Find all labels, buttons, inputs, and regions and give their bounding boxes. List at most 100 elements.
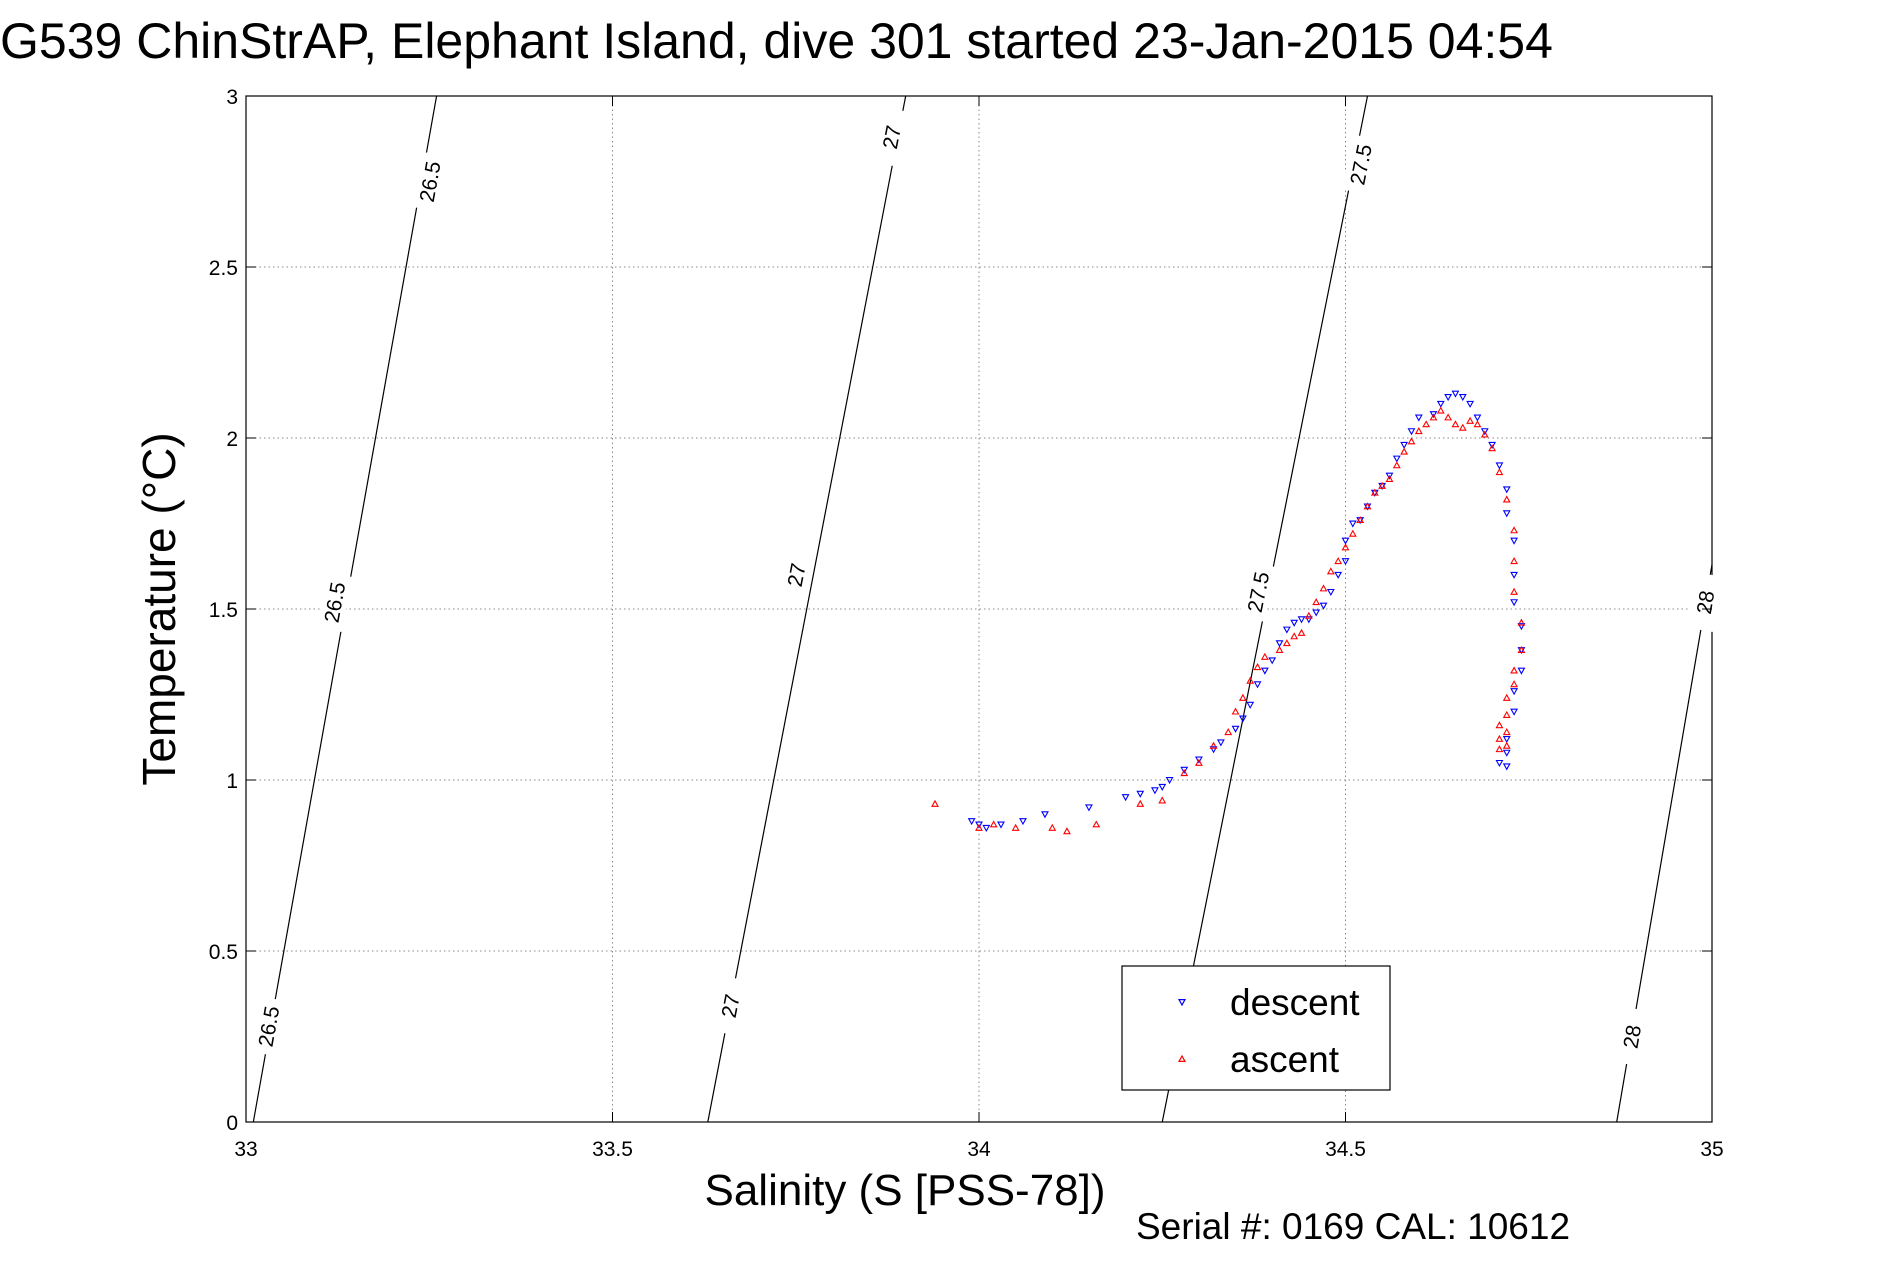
descent-point bbox=[1121, 794, 1130, 802]
legend: descent ascent bbox=[1121, 965, 1391, 1091]
isopycnal-label-bg bbox=[250, 996, 286, 1057]
ascent-point bbox=[1495, 468, 1504, 476]
ascent-point bbox=[1473, 420, 1482, 428]
descent-point bbox=[1136, 790, 1145, 798]
ascent-point bbox=[1502, 693, 1511, 701]
descent-point bbox=[1348, 520, 1357, 528]
descent-point bbox=[1488, 441, 1497, 449]
ascent-point bbox=[1414, 427, 1423, 435]
ascent-point bbox=[1510, 680, 1519, 688]
ascent-point bbox=[1341, 543, 1350, 551]
descent-point bbox=[1019, 818, 1027, 826]
descent-point bbox=[1510, 599, 1519, 607]
isopycnal-label-bg bbox=[1239, 561, 1276, 622]
isopycnal-label: 27 bbox=[718, 992, 745, 1019]
descent-point bbox=[1502, 510, 1511, 518]
ascent-point bbox=[1304, 611, 1313, 619]
ascent-point bbox=[1231, 707, 1240, 715]
x-tick-label: 34 bbox=[967, 1138, 991, 1161]
legend-box bbox=[1121, 965, 1391, 1091]
isopycnal-label: 27 bbox=[784, 561, 811, 588]
ascent-point bbox=[1510, 666, 1519, 674]
ascent-point bbox=[1495, 734, 1504, 742]
ascent-point bbox=[1224, 727, 1233, 736]
descent-point bbox=[1517, 623, 1526, 631]
x-tick-label: 33 bbox=[234, 1138, 257, 1161]
y-tick-label: 0 bbox=[226, 1112, 238, 1135]
ascent-point bbox=[1392, 461, 1401, 469]
descent-point bbox=[1246, 701, 1255, 709]
ascent-point bbox=[1334, 556, 1343, 565]
ascent-point bbox=[1290, 632, 1299, 640]
ascent-point bbox=[1385, 474, 1394, 482]
descent-point bbox=[1495, 759, 1504, 768]
y-tick-label: 2.5 bbox=[209, 257, 238, 280]
descent-point bbox=[1502, 486, 1511, 494]
ascent-point bbox=[1502, 710, 1511, 718]
descent-point bbox=[1209, 746, 1218, 754]
descent-point bbox=[1385, 472, 1394, 480]
descent-point bbox=[1290, 619, 1299, 627]
descent-point bbox=[997, 821, 1005, 829]
descent-point bbox=[1194, 756, 1203, 764]
descent-point bbox=[1297, 616, 1306, 624]
descent-point bbox=[1510, 708, 1519, 716]
ascent-point bbox=[1466, 416, 1475, 424]
descent-point bbox=[1158, 783, 1167, 791]
descent-point bbox=[1231, 725, 1240, 733]
ascent-point bbox=[1451, 420, 1460, 428]
descent-point bbox=[1407, 428, 1416, 436]
ascent-point bbox=[1422, 420, 1431, 428]
ascent-point bbox=[1502, 741, 1511, 749]
ascent-point bbox=[1510, 526, 1519, 534]
descent-point bbox=[1260, 667, 1269, 675]
descent-point bbox=[1502, 736, 1511, 744]
ascent-point bbox=[1011, 823, 1020, 831]
x-axis-label: Salinity (S [PSS-78]) bbox=[704, 1166, 1105, 1215]
ascent-point bbox=[1488, 444, 1497, 452]
descent-point bbox=[1312, 609, 1321, 617]
descent-point bbox=[1341, 537, 1350, 545]
descent-point bbox=[1334, 571, 1343, 579]
isopycnal-label: 28 bbox=[1620, 1023, 1647, 1050]
ascent-point bbox=[1063, 827, 1071, 835]
descent-point bbox=[1429, 411, 1438, 419]
ascent-point bbox=[1326, 567, 1335, 575]
descent-point bbox=[1216, 739, 1225, 747]
isopycnal-label: 27 bbox=[879, 124, 906, 151]
ascent-point bbox=[1517, 618, 1526, 626]
isopycnal-label-bg bbox=[711, 975, 748, 1036]
ascent-point bbox=[1444, 413, 1453, 421]
chart-title: G539 ChinStrAP, Elephant Island, dive 30… bbox=[0, 13, 1553, 69]
isopycnal-label-bg bbox=[1613, 1006, 1649, 1067]
ascent-point bbox=[975, 823, 983, 831]
ascent-point bbox=[1502, 495, 1511, 503]
descent-point bbox=[1502, 749, 1511, 757]
ascent-point bbox=[1275, 645, 1284, 653]
descent-point bbox=[1458, 394, 1467, 402]
descent-point bbox=[1451, 390, 1460, 398]
legend-marker-ascent bbox=[1177, 1054, 1187, 1062]
descent-point bbox=[1473, 414, 1482, 422]
descent-point bbox=[1180, 766, 1189, 774]
ascent-point bbox=[1136, 799, 1145, 807]
ascent-point bbox=[1495, 721, 1504, 729]
ascent-point bbox=[1400, 447, 1409, 455]
legend-label-ascent: ascent bbox=[1230, 1039, 1340, 1080]
descent-point bbox=[1326, 588, 1335, 597]
descent-point bbox=[1510, 571, 1519, 579]
isopycnal-label-bg bbox=[1687, 572, 1723, 632]
descent-point bbox=[1392, 455, 1401, 463]
x-tick-label: 33.5 bbox=[592, 1138, 633, 1161]
ascent-point bbox=[989, 820, 998, 828]
descent-point bbox=[1319, 602, 1328, 610]
x-tick-label: 34.5 bbox=[1325, 1138, 1366, 1161]
descent-point bbox=[1268, 657, 1277, 665]
ascent-point bbox=[1282, 639, 1291, 647]
y-tick-label: 2 bbox=[226, 428, 238, 451]
descent-point bbox=[1444, 394, 1453, 402]
ascent-point bbox=[1260, 652, 1269, 660]
legend-label-descent: descent bbox=[1230, 982, 1360, 1023]
